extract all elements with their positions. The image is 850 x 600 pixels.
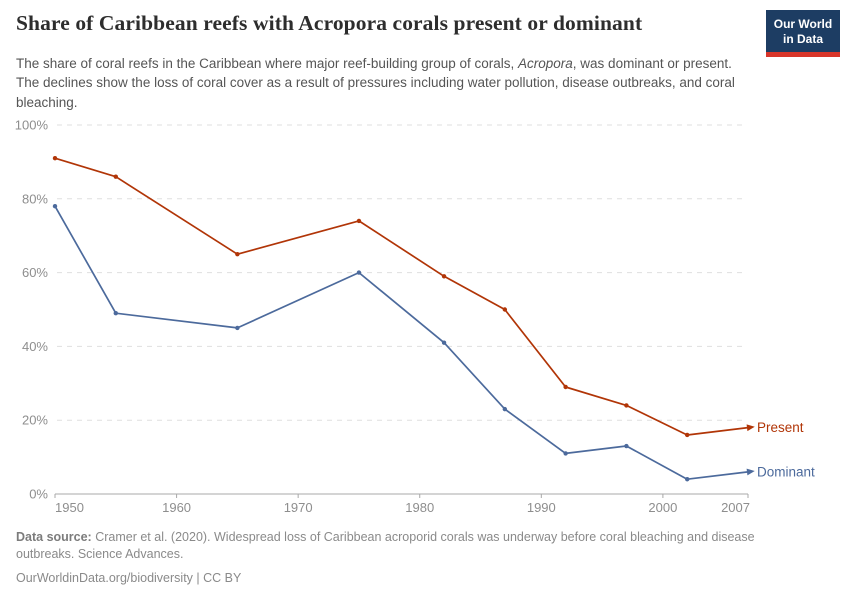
series-label-present[interactable]: Present xyxy=(757,420,804,435)
data-point-dominant xyxy=(52,203,58,209)
owid-logo-line2: in Data xyxy=(782,32,823,46)
license-link[interactable]: CC BY xyxy=(203,570,242,585)
citation-link[interactable]: OurWorldinData.org/biodiversity xyxy=(16,570,193,585)
y-tick-label: 20% xyxy=(22,413,48,428)
data-point-present xyxy=(563,384,568,390)
line-chart: 0% 20% 40% 60% 80% 100% 1950 1960 1970 1980 1990 20… xyxy=(15,118,815,516)
data-point-present xyxy=(235,251,240,257)
chart-footer: Data source: Cramer et al. (2020). Wides… xyxy=(16,529,816,587)
series-line-present xyxy=(54,157,749,436)
species-name-italic: Acropora xyxy=(518,56,573,71)
owid-logo[interactable]: Our World in Data xyxy=(766,10,840,57)
data-point-present xyxy=(113,174,118,179)
subtitle-text: The share of coral reefs in the Caribbea… xyxy=(16,56,519,71)
x-tick-label: 1970 xyxy=(284,500,313,515)
data-point-dominant xyxy=(624,443,629,449)
x-tick-label: 2007 xyxy=(721,500,750,515)
x-tick-label: 1950 xyxy=(55,500,84,515)
y-tick-label: 40% xyxy=(22,339,48,354)
citation-separator: | xyxy=(192,570,204,585)
data-source-text: Cramer et al. (2020). Widespread loss of… xyxy=(16,530,755,561)
data-point-dominant xyxy=(563,451,568,456)
series-line-dominant xyxy=(54,205,749,481)
y-tick-label: 0% xyxy=(29,487,48,502)
data-point-dominant xyxy=(356,270,362,275)
data-point-present xyxy=(502,307,508,312)
x-tick-label: 2000 xyxy=(648,500,677,515)
data-source-note: Data source: Cramer et al. (2020). Wides… xyxy=(16,529,816,563)
data-point-dominant xyxy=(113,310,118,316)
data-point-dominant xyxy=(441,340,447,345)
citation: OurWorldinData.org/biodiversity | CC BY xyxy=(16,570,816,587)
y-tick-label: 80% xyxy=(22,191,48,206)
subtitle-text: , was dominant or present. The declines … xyxy=(16,56,735,110)
series-end-arrow-present xyxy=(746,424,755,432)
x-tick-label: 1990 xyxy=(527,500,556,515)
data-point-present xyxy=(441,274,447,279)
chart-title: Share of Caribbean reefs with Acropora c… xyxy=(16,11,643,35)
chart-subtitle: The share of coral reefs in the Caribbea… xyxy=(16,54,758,112)
data-point-dominant xyxy=(502,406,508,412)
data-source-label: Data source: xyxy=(16,530,92,544)
data-point-present xyxy=(624,403,629,408)
series-end-arrow-dominant xyxy=(746,468,755,476)
data-point-dominant xyxy=(685,477,690,482)
y-tick-label: 60% xyxy=(22,265,48,280)
y-tick-label: 100% xyxy=(15,118,49,133)
data-point-dominant xyxy=(235,325,240,331)
data-point-present xyxy=(685,432,690,438)
series-label-dominant[interactable]: Dominant xyxy=(757,464,815,479)
x-tick-label: 1960 xyxy=(162,500,191,515)
data-point-present xyxy=(356,218,362,224)
owid-logo-line1: Our World xyxy=(773,17,833,31)
x-tick-label: 1980 xyxy=(405,500,434,515)
data-point-present xyxy=(52,156,58,161)
